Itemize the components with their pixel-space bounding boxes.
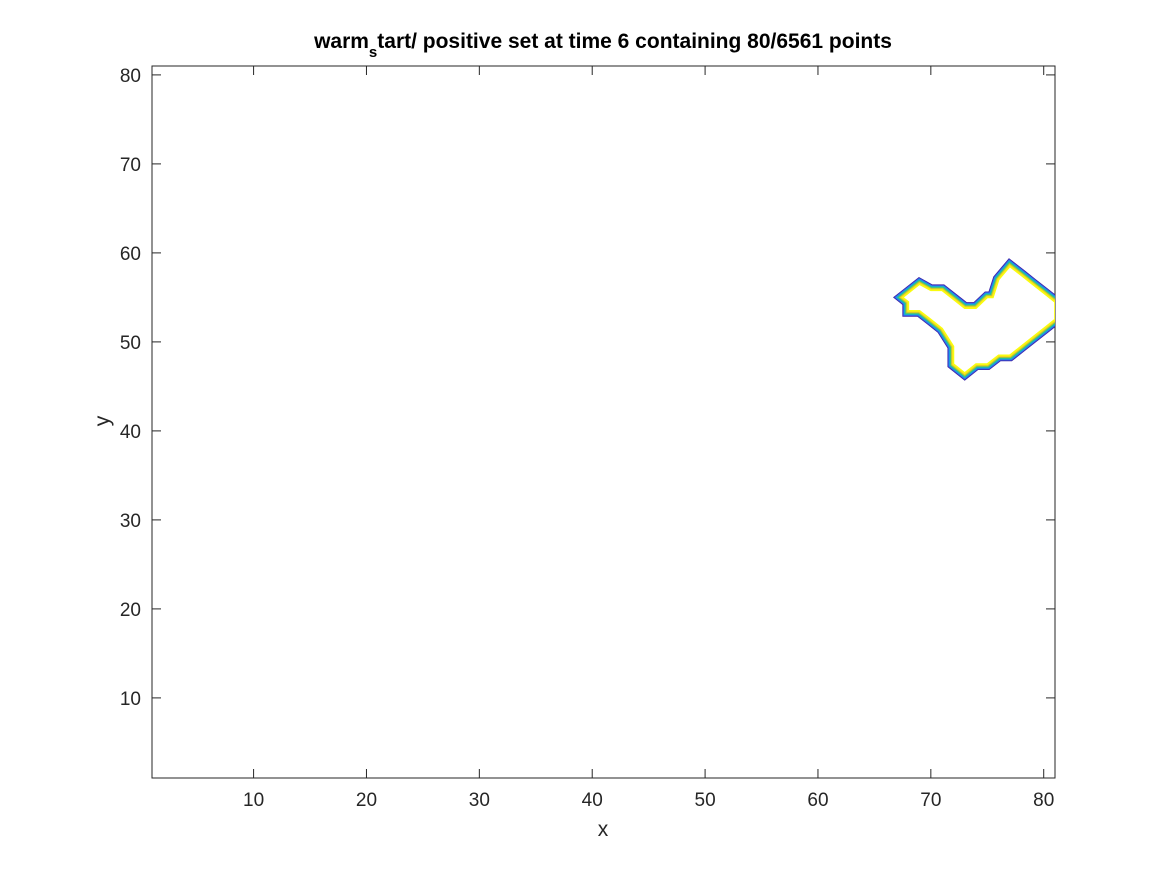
- y-tick-label: 50: [120, 333, 141, 354]
- x-tick-label: 20: [356, 790, 377, 811]
- y-tick-label: 60: [120, 244, 141, 265]
- y-tick-label: 10: [120, 689, 141, 710]
- x-axis-label: x: [598, 818, 609, 841]
- x-tick-label: 40: [582, 790, 603, 811]
- contour-group: [892, 258, 1055, 381]
- x-tick-label: 10: [243, 790, 264, 811]
- y-tick-label: 20: [120, 600, 141, 621]
- contour-line-level-7: [901, 265, 1055, 375]
- x-tick-label: 30: [469, 790, 490, 811]
- y-tick-label: 70: [120, 155, 141, 176]
- y-tick-label: 30: [120, 511, 141, 532]
- y-axis-label: y: [91, 415, 114, 426]
- x-tick-label: 80: [1033, 790, 1054, 811]
- y-tick-label: 80: [120, 66, 141, 87]
- tick-group: 10 20 30 40 50 60 70 80 10 20 30 40 50 60 70 80: [120, 66, 1055, 811]
- plot-area: [151, 65, 1056, 779]
- y-tick-label: 40: [120, 422, 141, 443]
- chart-title-main: warm: [313, 30, 369, 53]
- x-tick-label: 60: [807, 790, 828, 811]
- x-tick-label: 70: [920, 790, 941, 811]
- chart-title-rest: tart/ positive set at time 6 containing …: [377, 30, 892, 53]
- x-tick-label: 50: [695, 790, 716, 811]
- chart-title: warmstart/ positive set at time 6 contai…: [313, 30, 892, 61]
- chart-title-subscript: s: [369, 44, 377, 61]
